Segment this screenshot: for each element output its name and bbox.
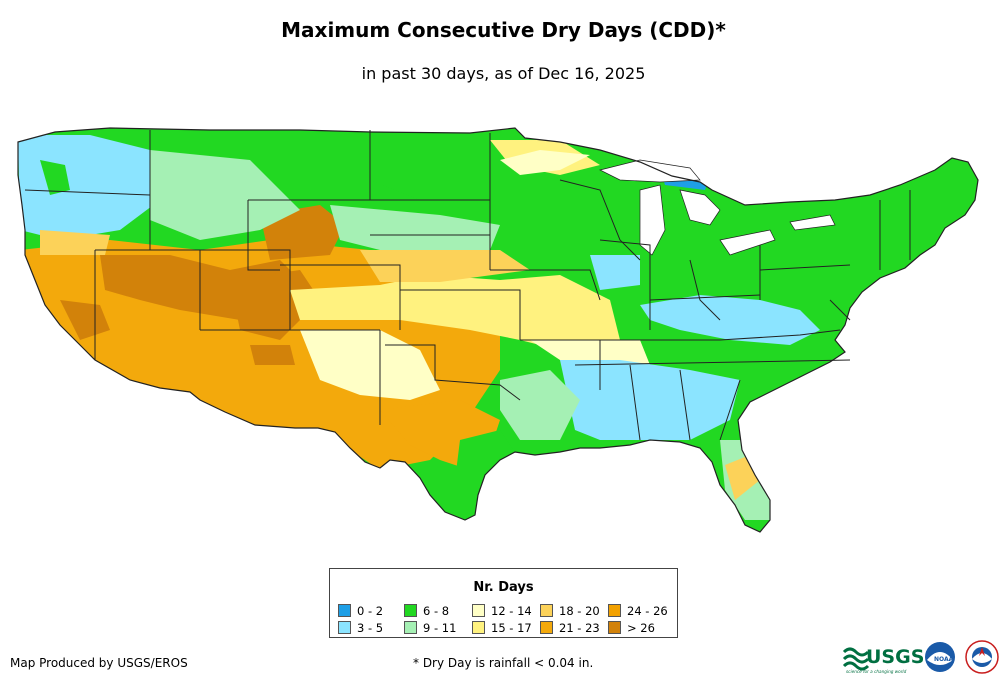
- legend-swatch: [404, 604, 417, 617]
- legend-label: 9 - 11: [423, 620, 457, 635]
- legend-swatch: [338, 604, 351, 617]
- legend-swatch: [404, 621, 417, 634]
- legend-item: 9 - 11: [404, 620, 472, 635]
- agency-logos: USGS science for a changing world NOAA: [842, 640, 999, 674]
- legend-label: 24 - 26: [627, 603, 668, 618]
- legend-label: 6 - 8: [423, 603, 450, 618]
- legend: Nr. Days 0 - 2 6 - 8 12 - 14 18 - 20 24 …: [329, 568, 678, 638]
- map-title: Maximum Consecutive Dry Days (CDD)*: [281, 18, 726, 42]
- credit-text: Map Produced by USGS/EROS: [10, 656, 188, 670]
- legend-item: 24 - 26: [608, 603, 676, 618]
- legend-item: 6 - 8: [404, 603, 472, 618]
- legend-item: 3 - 5: [338, 620, 404, 635]
- legend-label: 3 - 5: [357, 620, 384, 635]
- nws-logo: [965, 640, 999, 674]
- legend-title: Nr. Days: [473, 580, 534, 595]
- map-subtitle: in past 30 days, as of Dec 16, 2025: [361, 64, 646, 83]
- legend-item: 12 - 14: [472, 603, 540, 618]
- legend-swatch: [472, 621, 485, 634]
- legend-label: 18 - 20: [559, 603, 600, 618]
- legend-swatch: [540, 604, 553, 617]
- legend-label: 0 - 2: [357, 603, 384, 618]
- legend-item: 0 - 2: [338, 603, 404, 618]
- cdd-shading: [18, 128, 978, 532]
- legend-label: > 26: [627, 620, 655, 635]
- footnote-text: * Dry Day is rainfall < 0.04 in.: [413, 656, 594, 670]
- svg-text:NOAA: NOAA: [934, 656, 954, 663]
- state-boundaries: [17, 127, 979, 533]
- usgs-logo: USGS science for a changing world: [842, 646, 924, 674]
- legend-label: 21 - 23: [559, 620, 600, 635]
- legend-swatch: [540, 621, 553, 634]
- cdd-map: [17, 127, 979, 533]
- legend-label: 15 - 17: [491, 620, 532, 635]
- legend-swatch: [608, 621, 621, 634]
- legend-item: 18 - 20: [540, 603, 608, 618]
- legend-label: 12 - 14: [491, 603, 532, 618]
- legend-grid: 0 - 2 6 - 8 12 - 14 18 - 20 24 - 26 3 - …: [338, 603, 678, 635]
- noaa-logo: NOAA: [925, 642, 955, 672]
- legend-swatch: [608, 604, 621, 617]
- svg-text:USGS: USGS: [866, 646, 924, 668]
- svg-text:science for a changing world: science for a changing world: [846, 669, 907, 674]
- legend-item: 21 - 23: [540, 620, 608, 635]
- legend-item: 15 - 17: [472, 620, 540, 635]
- legend-swatch: [472, 604, 485, 617]
- legend-item: > 26: [608, 620, 676, 635]
- legend-swatch: [338, 621, 351, 634]
